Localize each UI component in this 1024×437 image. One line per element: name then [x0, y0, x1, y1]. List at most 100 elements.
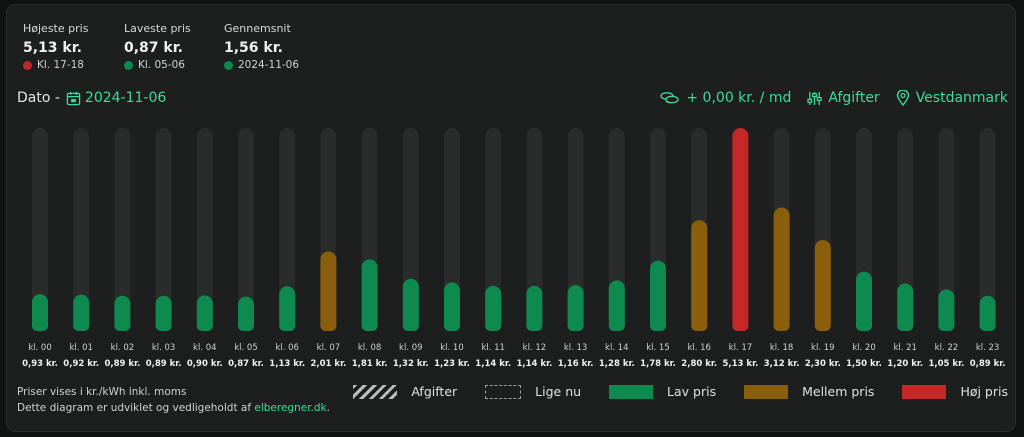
- price-label: 0,92 kr.: [63, 359, 99, 369]
- price-bar-3[interactable]: [155, 295, 172, 331]
- hour-label: kl. 01: [69, 343, 93, 353]
- hour-label: kl. 18: [770, 343, 794, 353]
- price-label: 5,13 kr.: [723, 359, 759, 369]
- legend-afgifter: Afgifter: [353, 384, 457, 399]
- green-dot-icon: [224, 60, 233, 70]
- price-bar-22[interactable]: [938, 289, 955, 331]
- hour-label: kl. 00: [28, 343, 52, 353]
- price-bar-18[interactable]: [773, 207, 790, 331]
- hour-label: kl. 09: [399, 343, 423, 353]
- legend-label: Mellem pris: [802, 384, 875, 399]
- date-picker[interactable]: 2024-11-06: [66, 90, 166, 106]
- price-label: 1,05 kr.: [929, 359, 965, 369]
- price-bar-20[interactable]: [856, 271, 872, 331]
- price-bar-21[interactable]: [897, 283, 914, 331]
- date-value: 2024-11-06: [84, 90, 167, 106]
- bar-track: [238, 128, 254, 331]
- elberegner-link[interactable]: elberegner.dk: [254, 402, 327, 414]
- price-card: [6, 4, 1016, 432]
- price-bar-6[interactable]: [279, 286, 296, 331]
- price-bar-15[interactable]: [650, 260, 666, 331]
- hour-label: kl. 08: [358, 343, 382, 353]
- location-pin-icon: [896, 90, 909, 106]
- price-bar-13[interactable]: [567, 285, 584, 331]
- amber-swatch-icon: [744, 384, 789, 399]
- footnote-line1: Priser vises i kr./kWh inkl. moms: [17, 386, 187, 398]
- legend: Afgifter Lige nu Lav pris Mellem pris Hø…: [325, 384, 1008, 399]
- bar-track: [444, 128, 460, 331]
- footnote: Priser vises i kr./kWh inkl. moms Dette …: [17, 384, 330, 416]
- bar-track: [979, 128, 996, 331]
- price-label: 1,16 kr.: [558, 359, 594, 369]
- price-bar-0[interactable]: [32, 294, 48, 331]
- stat-sub: Kl. 17-18: [37, 59, 84, 71]
- price-bar-1[interactable]: [73, 294, 90, 331]
- price-bar-19[interactable]: [814, 239, 831, 331]
- price-bar-2[interactable]: [114, 295, 131, 331]
- price-label: 1,81 kr.: [352, 359, 388, 369]
- bar-track: [897, 128, 914, 331]
- hour-label: kl. 02: [111, 343, 135, 353]
- afgifter-button[interactable]: Afgifter: [807, 90, 880, 106]
- price-label: 1,32 kr.: [393, 359, 429, 369]
- fee-button[interactable]: + 0,00 kr. / md: [660, 90, 791, 106]
- bar-track: [526, 128, 543, 331]
- legend-mellem: Mellem pris: [744, 384, 874, 399]
- bar-track: [155, 128, 172, 331]
- red-swatch-icon: [902, 384, 947, 399]
- stat-highest: Højeste pris 5,13 kr. Kl. 17-18: [23, 22, 88, 71]
- legend-label: Afgifter: [411, 384, 458, 399]
- price-bar-11[interactable]: [485, 285, 502, 331]
- bar-track: [196, 128, 213, 331]
- hour-label: kl. 07: [317, 343, 341, 353]
- legend-hoj: Høj pris: [902, 384, 1008, 399]
- bar-track: [567, 128, 584, 331]
- price-label: 1,78 kr.: [640, 359, 676, 369]
- bar-track: [73, 128, 90, 331]
- legend-label: Høj pris: [960, 384, 1008, 399]
- price-label: 1,28 kr.: [599, 359, 635, 369]
- price-label: 2,80 kr.: [681, 359, 717, 369]
- hour-label: kl. 12: [523, 343, 547, 353]
- price-bar-16[interactable]: [691, 220, 708, 331]
- hour-label: kl. 06: [275, 343, 299, 353]
- sliders-icon: [807, 91, 823, 105]
- price-bar-12[interactable]: [526, 285, 543, 331]
- footnote-prefix: Dette diagram er udviklet og vedligehold…: [17, 402, 255, 414]
- legend-label: Lige nu: [535, 384, 582, 399]
- hour-label: kl. 22: [935, 343, 959, 353]
- price-label: 1,13 kr.: [269, 359, 305, 369]
- hour-label: kl. 10: [440, 343, 464, 353]
- price-bar-7[interactable]: [320, 251, 337, 331]
- date-row: Dato - 2024-11-06: [17, 90, 166, 106]
- hour-label: kl. 23: [976, 343, 1000, 353]
- region-label: Vestdanmark: [915, 90, 1008, 106]
- price-label: 0,89 kr.: [146, 359, 182, 369]
- price-bar-17[interactable]: [732, 128, 749, 331]
- bar-track: [114, 128, 131, 331]
- price-label: 1,14 kr.: [475, 359, 511, 369]
- price-bar-14[interactable]: [608, 280, 625, 331]
- green-swatch-icon: [609, 384, 654, 399]
- bar-track: [32, 128, 48, 331]
- hour-label: kl. 13: [564, 343, 588, 353]
- hour-label: kl. 15: [646, 343, 670, 353]
- region-button[interactable]: Vestdanmark: [896, 90, 1008, 106]
- price-bar-8[interactable]: [361, 259, 378, 331]
- price-label: 0,89 kr.: [970, 359, 1006, 369]
- price-bar-9[interactable]: [402, 278, 419, 331]
- hour-label: kl. 20: [852, 343, 876, 353]
- legend-lige-nu: Lige nu: [485, 384, 581, 399]
- price-bar-5[interactable]: [238, 296, 254, 331]
- price-bar-10[interactable]: [444, 282, 460, 331]
- hour-label: kl. 04: [193, 343, 217, 353]
- hour-label: kl. 14: [605, 343, 629, 353]
- price-bar-4[interactable]: [196, 295, 213, 331]
- bar-track: [485, 128, 502, 331]
- price-bar-23[interactable]: [979, 295, 996, 331]
- hour-label: kl. 11: [481, 343, 505, 353]
- price-label: 2,30 kr.: [805, 359, 841, 369]
- price-label: 0,93 kr.: [22, 359, 58, 369]
- hour-label: kl. 21: [893, 343, 917, 353]
